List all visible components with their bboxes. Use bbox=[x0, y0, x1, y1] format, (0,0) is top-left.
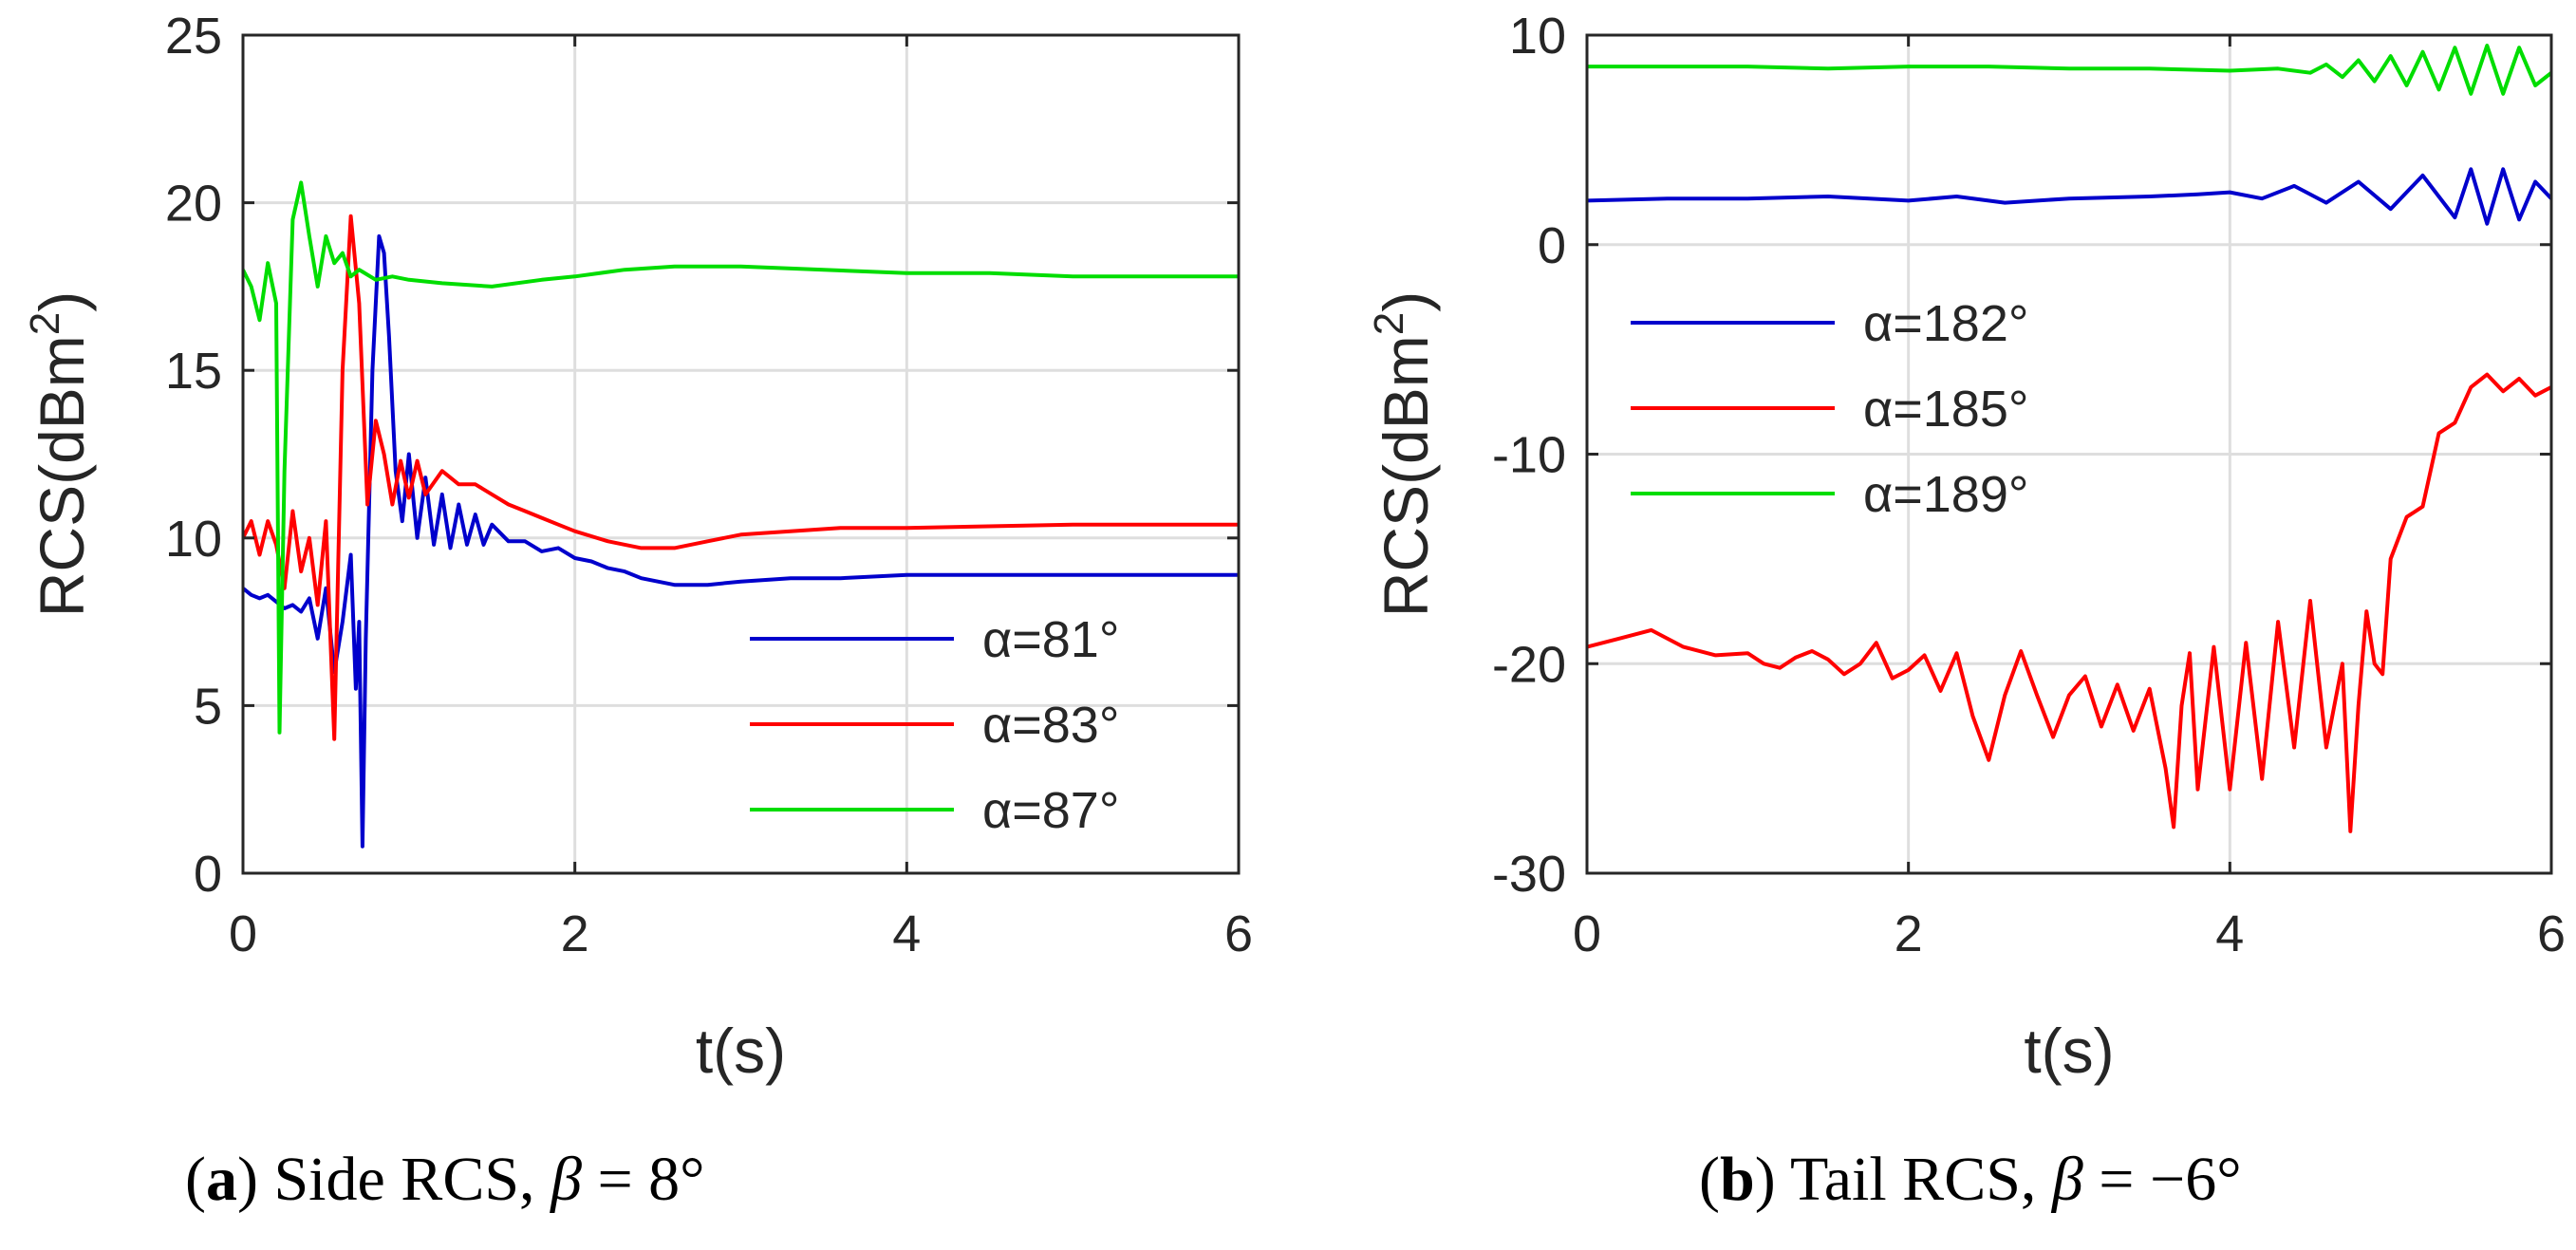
caption-b-text: Tail RCS, bbox=[1775, 1145, 2052, 1214]
panel-a-xtick-label-2: 4 bbox=[892, 905, 921, 962]
caption-a-beta-value: = 8° bbox=[581, 1145, 705, 1214]
panel-b-ytick-label-3: 0 bbox=[1538, 217, 1566, 274]
panel-b-ylabel-main: RCS(dBm bbox=[1371, 335, 1441, 617]
caption-a: (a) Side RCS, β = 8° bbox=[185, 1145, 705, 1214]
panel-b-ytick-label-2: -10 bbox=[1492, 427, 1566, 484]
panel-a-xlabel: t(s) bbox=[696, 1016, 786, 1086]
panel-b-xtick-label-1: 2 bbox=[1895, 905, 1923, 962]
panel-b-ylabel-sup: 2 bbox=[1366, 312, 1412, 335]
panel-b-ylabel: RCS(dBm2) bbox=[1366, 291, 1441, 618]
panel-b-legend-label-3: α=189° bbox=[1863, 466, 2028, 523]
panel-b-series-line-2 bbox=[1587, 372, 2551, 833]
panel-b-ylabel-close: ) bbox=[1371, 291, 1441, 312]
panel-b-xtick-label-3: 6 bbox=[2537, 905, 2566, 962]
caption-b-letter: b bbox=[1719, 1145, 1755, 1214]
panel-a-xtick-label-3: 6 bbox=[1224, 905, 1253, 962]
panel-a-ytick-label-2: 10 bbox=[165, 511, 222, 568]
panel-a-ylabel-main: RCS(dBm bbox=[27, 335, 97, 617]
panel-a-series-line-2 bbox=[243, 214, 1239, 741]
panel-b-legend-label-2: α=185° bbox=[1863, 381, 2028, 438]
panel-b-ytick-label-1: -20 bbox=[1492, 636, 1566, 693]
caption-a-beta-symbol: β bbox=[551, 1145, 582, 1214]
panel-b-legend-label-1: α=182° bbox=[1863, 295, 2028, 352]
panel-a-ytick-label-0: 0 bbox=[194, 846, 222, 903]
panel-a-xtick-label-0: 0 bbox=[229, 905, 257, 962]
panel-a-legend-label-2: α=83° bbox=[982, 697, 1119, 754]
panel-b-xtick-label-0: 0 bbox=[1573, 905, 1601, 962]
panel-a-ylabel-sup: 2 bbox=[22, 312, 68, 335]
panel-a-ytick-label-1: 5 bbox=[194, 678, 222, 735]
caption-b-beta-symbol: β bbox=[2051, 1145, 2083, 1214]
panel-a-ytick-label-4: 20 bbox=[165, 176, 222, 233]
panel-b-ytick-label-4: 10 bbox=[1509, 8, 1566, 65]
panel-b-xtick-label-2: 4 bbox=[2215, 905, 2244, 962]
caption-a-text: Side RCS, bbox=[257, 1145, 551, 1214]
panel-b-xlabel: t(s) bbox=[2024, 1016, 2114, 1086]
panel-a-chart: 0 2 4 60510152025t(s)RCS(dBm2)α=81°α=83°α=8… bbox=[22, 8, 1253, 1086]
panel-a-series-line-1 bbox=[243, 233, 1239, 849]
panel-a-ylabel-close: ) bbox=[27, 291, 97, 312]
caption-b: (b) Tail RCS, β = −6° bbox=[1699, 1145, 2242, 1214]
caption-a-letter: a bbox=[205, 1145, 237, 1214]
panel-a-series-line-3 bbox=[243, 180, 1239, 735]
panel-b-ytick-label-0: -30 bbox=[1492, 846, 1566, 903]
panel-a-legend-label-3: α=87° bbox=[982, 782, 1119, 839]
panel-a-ytick-label-5: 25 bbox=[165, 8, 222, 65]
panel-a-ylabel: RCS(dBm2) bbox=[22, 291, 97, 618]
panel-a-legend-label-1: α=81° bbox=[982, 611, 1119, 668]
panel-b-series-line-1 bbox=[1587, 167, 2551, 226]
panel-a-ytick-label-3: 15 bbox=[165, 343, 222, 400]
panel-a-axes-box bbox=[241, 33, 1241, 875]
panel-a-xtick-label-1: 2 bbox=[561, 905, 589, 962]
caption-b-beta-value: = −6° bbox=[2082, 1145, 2242, 1214]
panel-b-series-line-3 bbox=[1587, 44, 2551, 96]
